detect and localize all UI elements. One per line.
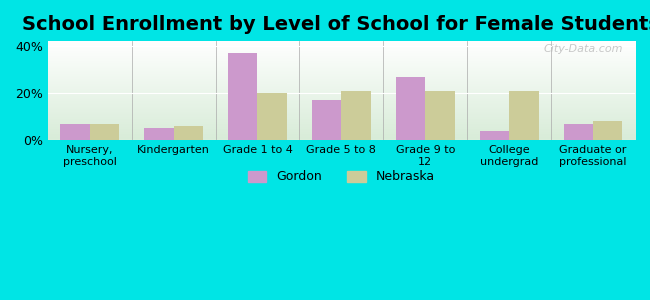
Bar [593, 121, 623, 140]
Bar [425, 91, 454, 140]
Bar [564, 124, 593, 140]
Text: City-Data.com: City-Data.com [544, 44, 623, 54]
Legend: Gordon, Nebraska: Gordon, Nebraska [242, 165, 440, 188]
Bar [90, 124, 119, 140]
Bar [60, 124, 90, 140]
Bar [174, 126, 203, 140]
Bar [312, 100, 341, 140]
Bar [341, 91, 370, 140]
Bar [480, 131, 509, 140]
Bar [257, 93, 287, 140]
Bar [509, 91, 538, 140]
Bar [228, 53, 257, 140]
Bar [396, 76, 425, 140]
Bar [144, 128, 174, 140]
Title: School Enrollment by Level of School for Female Students: School Enrollment by Level of School for… [23, 15, 650, 34]
